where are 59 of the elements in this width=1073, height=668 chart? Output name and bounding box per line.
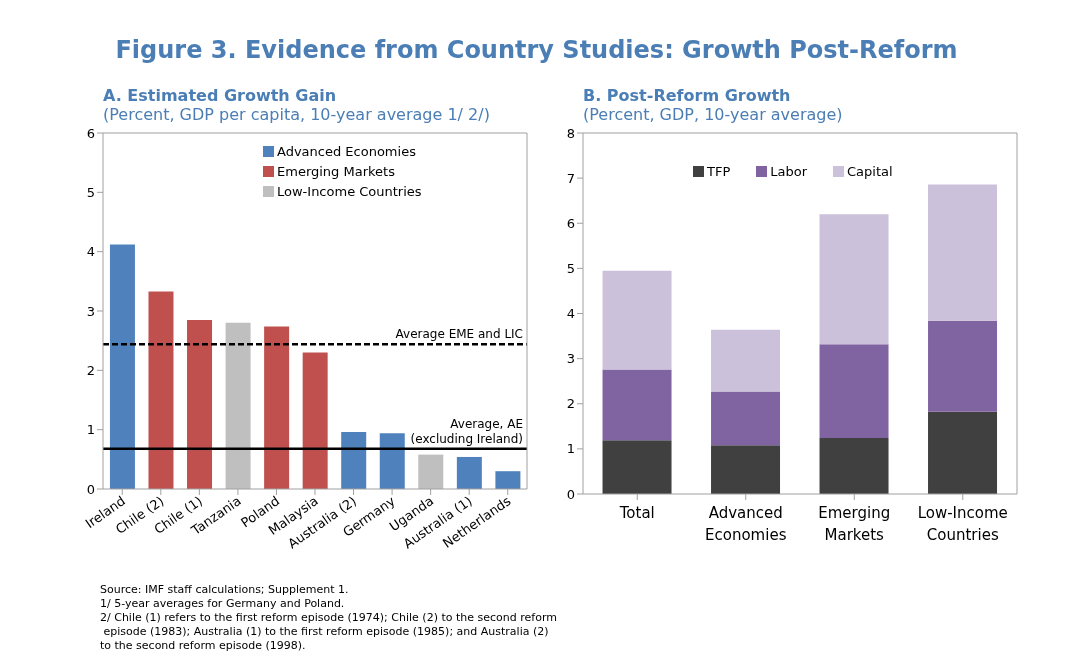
text: 2/ Chile (1) refers to the first reform episode (1974); Chile (2) to the second reform episode (1983); Australia (1) to the first reform episode (1985); and Australia (2) to the second reform episode (1998). [100, 611, 557, 653]
legend-label: Capital [847, 164, 893, 179]
y-tick-label: 1 [566, 441, 575, 457]
bar [928, 320, 998, 412]
bar [495, 471, 521, 489]
legend-label: TFP [707, 164, 731, 179]
bar [928, 411, 998, 494]
y-tick-label: 5 [566, 260, 575, 276]
y-tick-label: 4 [566, 306, 575, 322]
x-tick-label: Advanced Economies [705, 504, 787, 544]
y-tick-label: 3 [566, 351, 575, 367]
bar [225, 322, 251, 489]
bar [379, 433, 405, 489]
bar [711, 391, 781, 446]
chart-subtitle: (Percent, GDP, 10-year average) [583, 105, 844, 124]
bar [456, 456, 482, 489]
ref-line-label: Average EME and LIC [395, 327, 523, 342]
bar [602, 369, 672, 441]
chart-subtitle: (Percent, GDP per capita, 10-year average 1/ 2/) [103, 105, 491, 124]
y-tick-label: 4 [86, 244, 95, 260]
caption: Figure 3. Evidence from Country Studies: Growth Post-Reform [114, 36, 959, 64]
bar [602, 440, 672, 494]
x-tick-label: Low-Income Countries [917, 504, 1008, 544]
y-tick-label: 6 [566, 215, 575, 231]
bar [819, 438, 889, 494]
y-tick-label: 7 [566, 170, 575, 186]
bar [711, 329, 781, 392]
chart-title: A. Estimated Growth Gain [103, 86, 338, 105]
bar [602, 270, 672, 370]
bar [819, 214, 889, 345]
y-tick-label: 8 [566, 125, 575, 141]
ref-line-label: Average, AE (excluding Ireland) [410, 416, 523, 446]
bar [928, 184, 998, 321]
legend-label: Emerging Markets [277, 164, 395, 179]
legend-label: Advanced Economies [277, 144, 416, 159]
y-tick-label: 2 [86, 362, 95, 378]
x-tick-label: Emerging Markets [818, 504, 891, 544]
y-tick-label: 3 [86, 303, 95, 319]
source-note: Source: IMF staff calculations; Supplement 1. [100, 583, 350, 597]
y-tick-label: 5 [86, 184, 95, 200]
bar [109, 244, 135, 489]
bar [418, 454, 444, 489]
legend-label: Labor [770, 164, 808, 179]
bar [148, 291, 174, 489]
text: 1/ 5-year averages for Germany and Poland. [100, 597, 346, 611]
bar [302, 352, 328, 489]
y-tick-label: 2 [566, 396, 575, 412]
x-tick-label: Total [618, 504, 655, 522]
y-tick-label: 1 [86, 422, 95, 438]
y-tick-label: 0 [566, 486, 575, 502]
legend-label: Low-Income Countries [277, 184, 422, 199]
bar [819, 344, 889, 439]
bar [264, 326, 290, 489]
y-tick-label: 6 [86, 125, 95, 141]
chart-title: B. Post-Reform Growth [583, 86, 792, 105]
y-tick-label: 0 [86, 481, 95, 497]
bar [711, 445, 781, 494]
bar [187, 319, 213, 489]
bar [341, 432, 367, 489]
